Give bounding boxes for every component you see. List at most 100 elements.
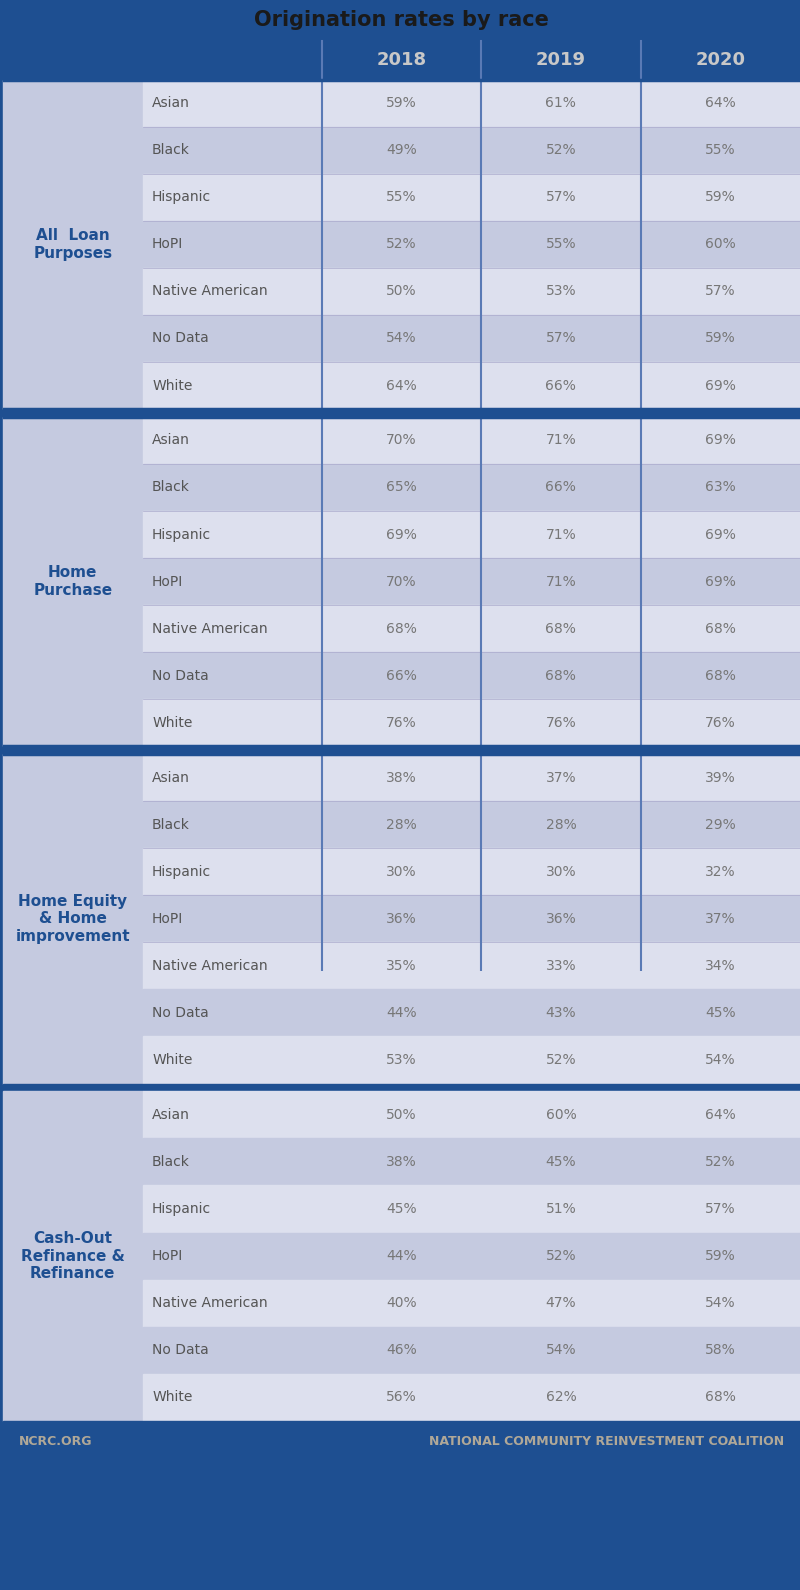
Text: 36%: 36%	[546, 911, 576, 925]
Text: Asian: Asian	[152, 771, 190, 784]
Text: 2020: 2020	[695, 51, 746, 70]
Text: 71%: 71%	[546, 434, 576, 447]
Bar	[3, 417, 142, 746]
Text: 43%: 43%	[546, 1006, 576, 1019]
Text: 45%: 45%	[386, 1202, 417, 1216]
Text: White: White	[152, 378, 193, 393]
Bar	[142, 895, 800, 943]
Text: No Data: No Data	[152, 331, 209, 345]
Text: Hispanic: Hispanic	[152, 191, 211, 204]
Text: 76%: 76%	[546, 716, 576, 730]
Text: HoPI: HoPI	[152, 911, 183, 925]
Text: 38%: 38%	[386, 771, 417, 784]
Text: White: White	[152, 1053, 193, 1067]
Text: 64%: 64%	[386, 378, 417, 393]
Text: 37%: 37%	[546, 771, 576, 784]
Text: 69%: 69%	[705, 528, 736, 542]
Text: 28%: 28%	[386, 817, 417, 832]
Text: 52%: 52%	[546, 1250, 576, 1262]
Bar	[142, 417, 800, 464]
Text: 58%: 58%	[705, 1344, 736, 1358]
Bar	[142, 700, 800, 746]
Bar	[142, 315, 800, 363]
Bar	[142, 606, 800, 652]
Text: 50%: 50%	[386, 285, 417, 299]
Text: 30%: 30%	[546, 865, 576, 879]
Text: Asian: Asian	[152, 434, 190, 447]
Text: 2019: 2019	[536, 51, 586, 70]
Text: All  Loan
Purposes: All Loan Purposes	[34, 227, 112, 261]
Text: 66%: 66%	[546, 480, 576, 494]
Text: 59%: 59%	[705, 1250, 736, 1262]
Text: 60%: 60%	[705, 237, 736, 251]
Text: 57%: 57%	[705, 285, 736, 299]
Text: 68%: 68%	[705, 622, 736, 636]
Text: 69%: 69%	[705, 434, 736, 447]
Text: White: White	[152, 716, 193, 730]
Bar	[142, 652, 800, 700]
Text: 55%: 55%	[386, 191, 417, 204]
Bar	[142, 1280, 800, 1326]
Text: 57%: 57%	[546, 331, 576, 345]
Text: NCRC.ORG: NCRC.ORG	[19, 1434, 93, 1448]
Text: 76%: 76%	[386, 716, 417, 730]
Text: 68%: 68%	[705, 1390, 736, 1404]
Text: Black: Black	[152, 143, 190, 157]
Text: 62%: 62%	[546, 1390, 576, 1404]
Bar	[3, 1091, 142, 1421]
Text: 57%: 57%	[705, 1202, 736, 1216]
Text: 2018: 2018	[377, 51, 426, 70]
Bar	[3, 0, 800, 41]
Text: 45%: 45%	[546, 1154, 576, 1169]
Bar	[142, 127, 800, 173]
Text: 51%: 51%	[546, 1202, 576, 1216]
Bar	[3, 80, 142, 409]
Text: 71%: 71%	[546, 528, 576, 542]
Text: 68%: 68%	[705, 669, 736, 682]
Text: 71%: 71%	[546, 574, 576, 588]
Text: 34%: 34%	[705, 959, 736, 973]
Text: 54%: 54%	[705, 1053, 736, 1067]
Text: 55%: 55%	[546, 237, 576, 251]
Text: 55%: 55%	[705, 143, 736, 157]
Bar	[3, 409, 800, 417]
Text: 28%: 28%	[546, 817, 576, 832]
Text: 66%: 66%	[386, 669, 417, 682]
Text: 32%: 32%	[705, 865, 736, 879]
Text: 68%: 68%	[546, 622, 576, 636]
Text: Black: Black	[152, 1154, 190, 1169]
Text: 47%: 47%	[546, 1296, 576, 1310]
Text: 40%: 40%	[386, 1296, 417, 1310]
Text: 61%: 61%	[546, 95, 576, 110]
Text: 52%: 52%	[546, 143, 576, 157]
Bar	[142, 847, 800, 895]
Text: 69%: 69%	[705, 378, 736, 393]
Text: 52%: 52%	[546, 1053, 576, 1067]
Bar	[142, 267, 800, 315]
Bar	[3, 1083, 800, 1091]
Text: 37%: 37%	[705, 911, 736, 925]
Text: 70%: 70%	[386, 434, 417, 447]
Text: 59%: 59%	[705, 331, 736, 345]
Bar	[142, 1091, 800, 1138]
Bar	[142, 1374, 800, 1421]
Bar	[3, 754, 142, 1083]
Text: No Data: No Data	[152, 1344, 209, 1358]
Text: 65%: 65%	[386, 480, 417, 494]
Text: 66%: 66%	[546, 378, 576, 393]
Text: HoPI: HoPI	[152, 574, 183, 588]
Text: 59%: 59%	[386, 95, 417, 110]
Text: 46%: 46%	[386, 1344, 417, 1358]
Text: 63%: 63%	[705, 480, 736, 494]
Text: 36%: 36%	[386, 911, 417, 925]
Bar	[142, 1186, 800, 1232]
Bar	[3, 746, 800, 754]
Text: Black: Black	[152, 480, 190, 494]
Text: 33%: 33%	[546, 959, 576, 973]
Text: Black: Black	[152, 817, 190, 832]
Text: 76%: 76%	[705, 716, 736, 730]
Bar	[142, 1326, 800, 1374]
Text: 68%: 68%	[546, 669, 576, 682]
Text: 70%: 70%	[386, 574, 417, 588]
Bar	[142, 1138, 800, 1186]
